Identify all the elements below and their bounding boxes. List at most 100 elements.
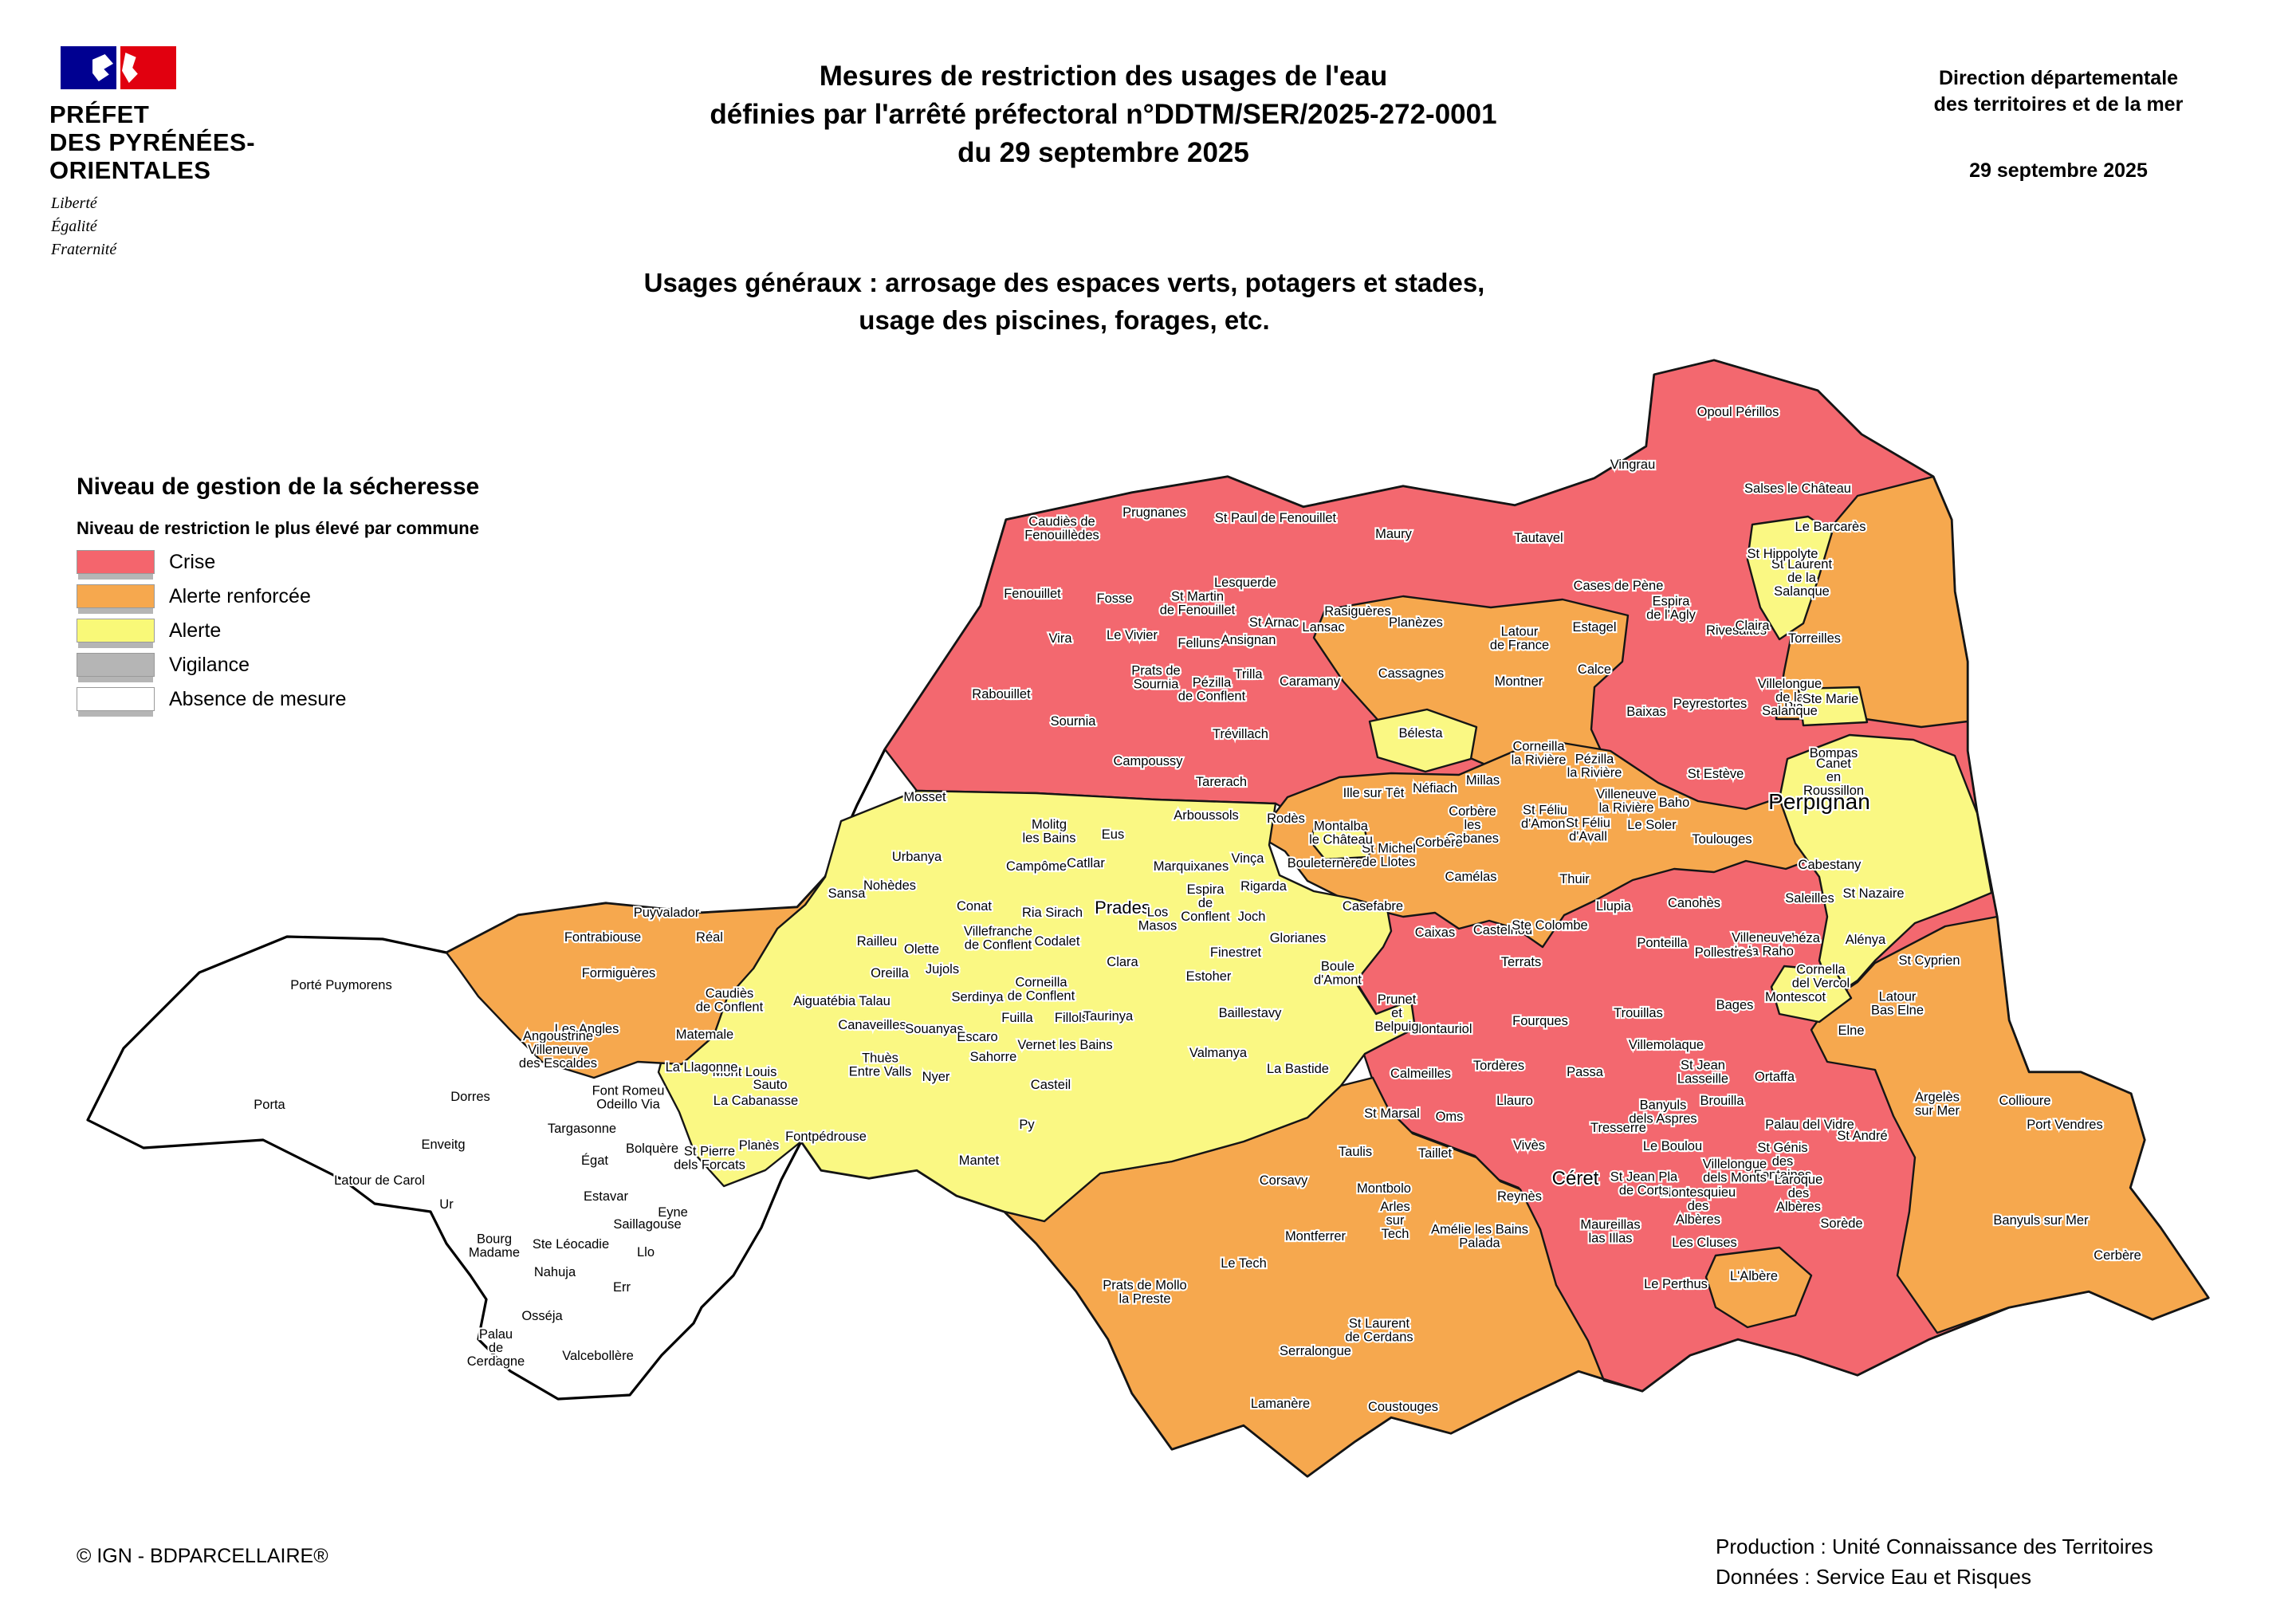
commune-label: Espira de l'Agly	[1646, 594, 1696, 622]
commune-label: Py	[1019, 1118, 1035, 1132]
commune-label: Le Barcarès	[1795, 520, 1866, 534]
commune-label: Glorianes	[1270, 931, 1327, 945]
commune-label: Maureillas las Illas	[1580, 1217, 1640, 1245]
commune-label: Fillols	[1055, 1011, 1088, 1025]
commune-label: Vira	[1048, 631, 1072, 646]
commune-label: Toulouges	[1692, 832, 1751, 847]
commune-label: Banyuls dels Aspres	[1629, 1098, 1696, 1126]
commune-label: Castelnou	[1473, 923, 1532, 937]
commune-label: Alénya	[1846, 933, 1886, 947]
french-flag-icon	[61, 46, 384, 89]
commune-label: Canet en Roussillon	[1803, 756, 1864, 798]
commune-label: Angoustrine Villeneuve des Escaldes	[519, 1029, 597, 1071]
legend-subtitle: Niveau de restriction le plus élevé par …	[77, 518, 479, 538]
commune-label: Urbanya	[892, 850, 942, 864]
commune-label: Valmanya	[1189, 1046, 1248, 1060]
commune-label: Los Masos	[1138, 905, 1177, 933]
commune-label: Montauriol	[1410, 1022, 1472, 1036]
commune-label: Millas	[1466, 773, 1500, 788]
commune-label: St Pierre dels Forcats	[674, 1144, 745, 1172]
commune-label: Montescot	[1765, 990, 1826, 1004]
commune-label: Olette	[904, 942, 939, 957]
zone-renforcee-capcir	[445, 875, 827, 1079]
commune-label: Égat	[581, 1153, 608, 1168]
commune-label: Arboussols	[1174, 808, 1239, 823]
commune-label: Montbolo	[1357, 1181, 1411, 1196]
legend-label: Absence de mesure	[169, 687, 347, 710]
legend-item-vigilance: Vigilance	[77, 653, 571, 677]
commune-label: Formiguères	[582, 966, 656, 980]
commune-label: La Cabanasse	[714, 1094, 798, 1108]
commune-label: St Génis des Fontaines	[1754, 1141, 1811, 1182]
commune-label: Caixas	[1415, 925, 1455, 940]
commune-label: Bouleternère	[1288, 856, 1362, 870]
commune-label: Sauto	[753, 1078, 787, 1092]
commune-label: St Hippolyte	[1748, 547, 1818, 561]
commune-label: Pézilla la Rivière	[1567, 752, 1622, 780]
commune-label: Ille sur Têt	[1343, 786, 1405, 800]
commune-label: Caudiès de Fenouillèdes	[1024, 514, 1099, 542]
commune-label: St Paul de Fenouillet	[1215, 511, 1337, 525]
commune-label: Latour de Carol	[334, 1173, 425, 1188]
commune-label: Port Vendres	[2027, 1118, 2102, 1132]
commune-label: Villeneuve de la Raho	[1730, 930, 1794, 958]
commune-label: Sournia	[1051, 714, 1097, 729]
commune-label: Maury	[1375, 527, 1413, 541]
commune-label: Porta	[254, 1098, 285, 1112]
commune-label: Serralongue	[1280, 1344, 1351, 1358]
commune-label: Souanyas	[905, 1022, 963, 1036]
commune-label: Tresserre	[1590, 1121, 1646, 1135]
org-name: Direction départementale des territoires…	[1933, 67, 2184, 116]
prefet-logo: PRÉFET DES PYRÉNÉES- ORIENTALES Liberté …	[49, 46, 384, 261]
commune-label: Le Soler	[1627, 818, 1677, 832]
commune-label: Corbère	[1415, 835, 1463, 850]
commune-label: Taillet	[1418, 1146, 1453, 1161]
commune-label: Marquixanes	[1154, 859, 1229, 874]
page-title: Mesures de restriction des usages de l'e…	[710, 61, 1497, 168]
commune-label: Puyvalador	[634, 906, 700, 920]
commune-label: Ria Sirach	[1022, 906, 1083, 920]
commune-label: Canohès	[1668, 896, 1720, 910]
commune-label: Prats de Mollo la Preste	[1103, 1278, 1186, 1306]
commune-label: Nyer	[922, 1070, 950, 1084]
commune-label: Peyrestortes	[1673, 697, 1748, 711]
commune-label: Tarerach	[1196, 775, 1247, 789]
commune-label: Céret	[1552, 1168, 1599, 1189]
commune-label: Coustouges	[1368, 1400, 1438, 1414]
commune-label: Tordères	[1473, 1059, 1524, 1073]
commune-label: Finestret	[1210, 945, 1262, 960]
commune-label: Thuès Entre Valls	[849, 1051, 912, 1079]
commune-label: Brouilla	[1700, 1094, 1744, 1108]
commune-label: Elne	[1838, 1024, 1864, 1038]
commune-label: Montner	[1495, 674, 1543, 689]
commune-label: Cerbère	[2094, 1248, 2141, 1263]
commune-label: Latour Bas Elne	[1871, 989, 1924, 1017]
commune-label: Mont Louis	[713, 1065, 777, 1079]
commune-label: La Bastide	[1267, 1062, 1329, 1076]
commune-label: Campoussy	[1113, 754, 1183, 768]
commune-label: Jujols	[926, 962, 959, 977]
commune-label: Bourg Madame	[469, 1232, 520, 1259]
commune-label: Trouillas	[1614, 1006, 1663, 1020]
zone-renforcee-cote	[1810, 915, 2210, 1334]
commune-label: Osséja	[521, 1309, 563, 1323]
commune-label: Vinça	[1232, 851, 1265, 866]
commune-label: Font Romeu Odeillo Via	[592, 1083, 665, 1111]
commune-label: Estoher	[1186, 969, 1232, 984]
commune-label: Bolquère	[626, 1142, 678, 1156]
commune-label: Eyne	[658, 1205, 688, 1220]
commune-label: Terrats	[1501, 955, 1541, 969]
commune-label: Villelongue de la Salanque	[1758, 677, 1822, 718]
commune-label: Clara	[1107, 955, 1138, 969]
legend-item-alerte: Alerte	[77, 619, 571, 643]
legend-label: Crise	[169, 550, 216, 573]
commune-label: Passa	[1567, 1065, 1604, 1079]
commune-label: Codalet	[1035, 934, 1080, 949]
commune-label: Oreilla	[871, 966, 910, 980]
commune-label: Estavar	[584, 1189, 628, 1204]
commune-label: Villefranche de Conflent	[964, 924, 1032, 952]
commune-label: Prunet et Belpuig	[1374, 992, 1418, 1034]
commune-label: Llupia	[1596, 899, 1632, 914]
commune-label: Baillestavy	[1219, 1006, 1283, 1020]
